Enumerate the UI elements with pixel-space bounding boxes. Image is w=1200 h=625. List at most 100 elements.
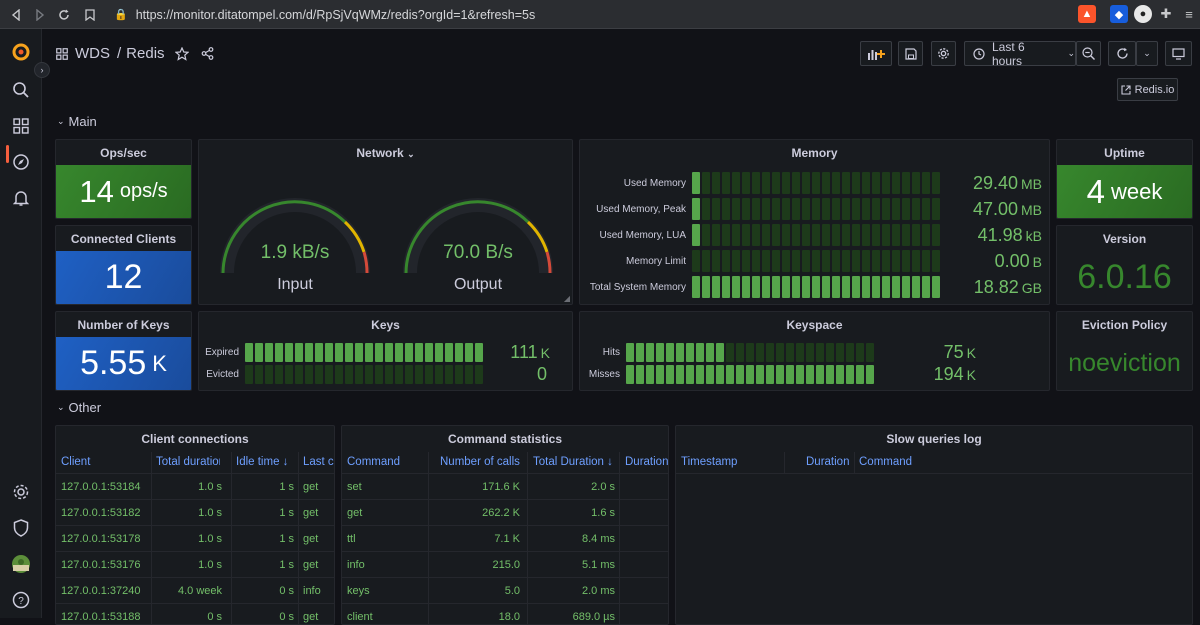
column-header-last-cmd[interactable]: Last cmd	[303, 456, 334, 468]
table-row[interactable]: set 171.6 K 2.0 s	[342, 474, 668, 500]
command-statistics-panel[interactable]: Command statistics Command Number of cal…	[341, 425, 669, 625]
column-header-total-duration[interactable]: Total Duration ↓	[533, 456, 621, 468]
gauge-cell	[932, 198, 940, 220]
extensions-puzzle-icon[interactable]: ✚	[1160, 6, 1172, 21]
refresh-interval-dropdown[interactable]: ⌄	[1136, 41, 1158, 66]
clients-value: 12	[104, 258, 143, 296]
gauge-cell	[405, 343, 413, 362]
star-icon[interactable]	[174, 46, 189, 61]
tv-mode-button[interactable]	[1165, 41, 1192, 66]
column-header-command[interactable]: Command	[859, 456, 913, 468]
redis-io-link[interactable]: Redis.io	[1117, 78, 1178, 101]
dashboards-icon	[56, 47, 68, 60]
bookmark-icon[interactable]	[78, 3, 102, 27]
table-row[interactable]: 127.0.0.1:37240 4.0 week 0 s info	[56, 578, 334, 604]
expand-sidebar-button[interactable]: ›	[34, 62, 50, 78]
gauge-cell	[812, 250, 820, 272]
table-cell: 1 s	[279, 533, 294, 545]
chevron-down-icon: ⌄	[407, 149, 415, 159]
slow-queries-log-panel[interactable]: Slow queries log Timestamp Duration Comm…	[675, 425, 1193, 625]
total-duration-label: Total Duration	[533, 456, 604, 468]
panel-title: Keys	[371, 318, 400, 332]
column-divider	[231, 452, 232, 624]
address-bar[interactable]: 🔒 https://monitor.ditatompel.com/d/RpSjV…	[106, 4, 1070, 25]
connected-clients-panel[interactable]: Connected Clients 12	[55, 225, 192, 305]
network-panel[interactable]: Network ⌄ 1.9 kB/s Input 70.0 B/s Output…	[198, 139, 573, 305]
table-row[interactable]: client 18.0 689.0 µs	[342, 604, 668, 624]
table-row[interactable]: 127.0.0.1:53176 1.0 s 1 s get	[56, 552, 334, 578]
grafana-logo-icon[interactable]	[10, 41, 32, 63]
gauge-cell	[832, 198, 840, 220]
row-other[interactable]: ⌄ Other	[57, 400, 101, 415]
column-header-duration[interactable]: Duration	[625, 456, 669, 468]
configuration-gear-icon[interactable]	[10, 481, 32, 503]
gauge-cell	[772, 250, 780, 272]
table-row[interactable]: 127.0.0.1:53178 1.0 s 1 s get	[56, 526, 334, 552]
back-icon[interactable]	[4, 3, 28, 27]
alerting-bell-icon[interactable]	[10, 187, 32, 209]
chevron-down-icon: ⌄	[57, 402, 65, 412]
refresh-button[interactable]	[1108, 41, 1136, 66]
column-header-total-duration[interactable]: Total duration	[156, 456, 220, 468]
column-header-command[interactable]: Command	[347, 456, 401, 468]
server-admin-shield-icon[interactable]	[10, 517, 32, 539]
uptime-panel[interactable]: Uptime 4 week	[1056, 139, 1193, 219]
column-header-timestamp[interactable]: Timestamp	[681, 456, 738, 468]
number-of-keys-panel[interactable]: Number of Keys 5.55 K	[55, 311, 192, 391]
page-title[interactable]: Redis	[126, 45, 165, 62]
table-row[interactable]: ttl 7.1 K 8.4 ms	[342, 526, 668, 552]
gauge-unit: B	[1032, 253, 1042, 270]
column-header-client[interactable]: Client	[61, 456, 91, 468]
eviction-policy-panel[interactable]: Eviction Policy noeviction	[1056, 311, 1193, 391]
keyspace-gauge-row: Misses 194 K	[584, 364, 976, 385]
gauge-cell	[702, 224, 710, 246]
table-cell: get	[303, 611, 319, 623]
table-row[interactable]: 127.0.0.1:53182 1.0 s 1 s get	[56, 500, 334, 526]
gauge-cell	[776, 343, 784, 362]
search-icon[interactable]	[10, 79, 32, 101]
keys-panel[interactable]: Keys Expired 111 K Evicted 0	[198, 311, 573, 391]
table-row[interactable]: keys 5.0 2.0 ms	[342, 578, 668, 604]
gauge-cell	[335, 365, 343, 384]
add-panel-button[interactable]	[860, 41, 892, 66]
version-panel[interactable]: Version 6.0.16	[1056, 225, 1193, 305]
gauge-cell	[766, 343, 774, 362]
panel-title[interactable]: Network ⌄	[199, 146, 572, 160]
keyspace-panel[interactable]: Keyspace Hits 75 K Misses 194 K	[579, 311, 1050, 391]
time-range-picker[interactable]: Last 6 hours ⌄	[964, 40, 1076, 68]
resize-handle-icon[interactable]: ◢	[563, 294, 570, 303]
row-main[interactable]: ⌄ Main	[57, 114, 97, 129]
gauge-cell	[375, 343, 383, 362]
column-header-idle-time[interactable]: Idle time ↓	[236, 456, 298, 468]
gauge-cell	[626, 365, 634, 384]
table-row[interactable]: info 215.0 5.1 ms	[342, 552, 668, 578]
brave-shield-icon[interactable]: ▲	[1078, 5, 1096, 23]
ops-per-sec-panel[interactable]: Ops/sec 14 ops/s	[55, 139, 192, 219]
uptime-stat-box: 4 week	[1057, 165, 1192, 218]
reload-icon[interactable]	[52, 3, 76, 27]
gauge-cell	[752, 276, 760, 298]
version-value: 6.0.16	[1077, 258, 1172, 296]
share-icon[interactable]	[201, 47, 214, 60]
zoom-out-button[interactable]	[1076, 41, 1101, 66]
gauge-cell	[762, 224, 770, 246]
user-avatar[interactable]	[10, 553, 32, 575]
save-dashboard-button[interactable]	[898, 41, 923, 66]
table-row[interactable]: 127.0.0.1:53184 1.0 s 1 s get	[56, 474, 334, 500]
help-icon[interactable]: ?	[10, 589, 32, 611]
memory-panel[interactable]: Memory Used Memory 29.40 MB Used Memory, Pe…	[579, 139, 1050, 305]
client-connections-panel[interactable]: Client connections Client Total duration…	[55, 425, 335, 625]
explore-compass-icon[interactable]	[10, 151, 32, 173]
folder-link[interactable]: WDS	[75, 45, 110, 62]
extension-bitwarden-icon[interactable]: ◆	[1110, 5, 1128, 23]
forward-icon[interactable]	[28, 3, 52, 27]
extension-shield-icon[interactable]: ●	[1134, 5, 1152, 23]
column-header-duration[interactable]: Duration	[806, 456, 850, 468]
gauge-cell	[752, 172, 760, 194]
column-header-number-of-calls[interactable]: Number of calls	[440, 456, 520, 468]
table-row[interactable]: 127.0.0.1:53188 0 s 0 s get	[56, 604, 334, 624]
dashboards-icon[interactable]	[10, 115, 32, 137]
dashboard-settings-button[interactable]	[931, 41, 956, 66]
profile-icon[interactable]: ≡	[1185, 6, 1193, 22]
table-row[interactable]: get 262.2 K 1.6 s	[342, 500, 668, 526]
